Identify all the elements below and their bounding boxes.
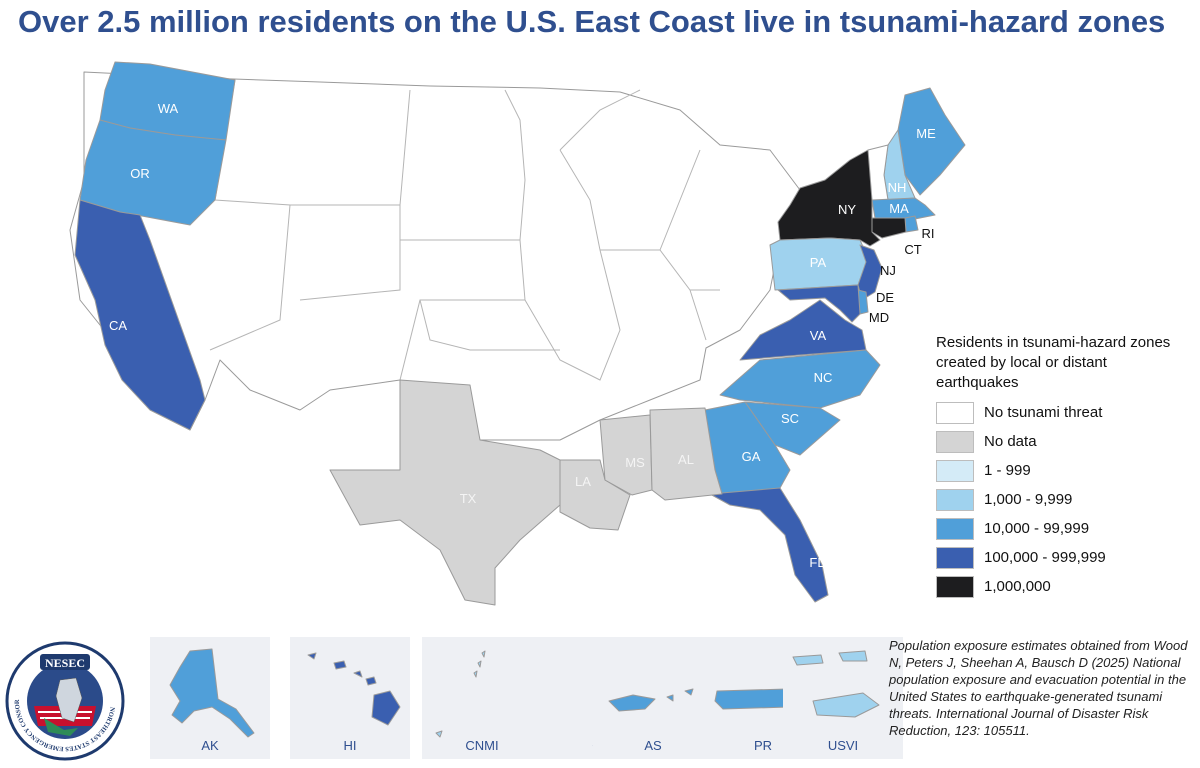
inset-label-pr: PR: [753, 738, 773, 753]
inset-label-hi: HI: [343, 738, 357, 753]
legend-label: 1 - 999: [984, 462, 1031, 479]
state-md: [777, 284, 861, 323]
legend-label: No data: [984, 433, 1037, 450]
inset-hi: HI: [290, 637, 410, 759]
legend-swatch: [936, 488, 974, 511]
legend-title: Residents in tsunami-hazard zones create…: [936, 334, 1171, 391]
state-label-fl: FL: [809, 555, 824, 570]
inset-ak: AK: [150, 637, 270, 759]
inset-as: AS: [593, 637, 713, 759]
legend-label: 1,000 - 9,999: [984, 491, 1073, 508]
us-choropleth-map: WA OR CA ME NH MA RI CT NY PA NJ DE MD V…: [69, 61, 966, 606]
legend-item: No data: [936, 427, 1176, 456]
inset-label-as: AS: [644, 738, 662, 753]
territory-usvi-shape: [792, 650, 880, 718]
state-label-la: LA: [575, 474, 591, 489]
state-label-md: MD: [869, 310, 889, 325]
legend-swatch: [936, 575, 974, 598]
legend-label: 100,000 - 999,999: [984, 549, 1106, 566]
legend-swatch: [936, 459, 974, 482]
inset-usvi: USVI: [783, 637, 903, 759]
legend-swatch: [936, 430, 974, 453]
state-label-tx: TX: [460, 491, 477, 506]
legend-item: 100,000 - 999,999: [936, 543, 1176, 572]
state-label-sc: SC: [781, 411, 799, 426]
map-title: Over 2.5 million residents on the U.S. E…: [18, 4, 1166, 39]
legend-item: No tsunami threat: [936, 398, 1176, 427]
state-label-me: ME: [916, 126, 936, 141]
territory-ak-shape: [169, 648, 255, 738]
legend-item: 1,000 - 9,999: [936, 485, 1176, 514]
state-me: [897, 87, 966, 196]
state-label-ca: CA: [109, 318, 127, 333]
state-ct: [871, 217, 907, 239]
legend-label: 10,000 - 99,999: [984, 520, 1090, 537]
inset-cnmi: CNMI: [422, 637, 542, 759]
state-lines-interior: [209, 79, 720, 381]
territory-as-shape: [608, 688, 694, 712]
state-nj: [857, 244, 883, 301]
state-label-va: VA: [810, 328, 827, 343]
state-nc: [719, 349, 881, 409]
territory-cnmi-shape: [435, 650, 486, 738]
state-label-ma: MA: [889, 201, 909, 216]
state-label-nh: NH: [888, 180, 907, 195]
inset-label-cnmi: CNMI: [465, 738, 499, 753]
state-label-ri: RI: [922, 226, 935, 241]
nesec-logo: NESEC NORTHEAST STATES EMERGENCY CONSORT…: [4, 640, 125, 761]
state-la: [559, 459, 631, 531]
state-label-ms: MS: [625, 455, 645, 470]
legend-item: 1 - 999: [936, 456, 1176, 485]
state-label-wa: WA: [158, 101, 179, 116]
state-al: [649, 407, 723, 501]
legend-swatch: [936, 401, 974, 424]
state-va: [739, 299, 867, 361]
state-fl: [709, 487, 829, 603]
state-ms: [599, 414, 653, 496]
inset-label-usvi: USVI: [827, 738, 859, 753]
legend-item: 10,000 - 99,999: [936, 514, 1176, 543]
state-label-ny: NY: [838, 202, 856, 217]
inset-label-ak: AK: [201, 738, 219, 753]
source-citation: Population exposure estimates obtained f…: [889, 638, 1188, 738]
state-or: [79, 119, 227, 226]
state-label-pa: PA: [810, 255, 827, 270]
legend-item: 1,000,000: [936, 572, 1176, 601]
state-label-or: OR: [130, 166, 150, 181]
state-label-nc: NC: [814, 370, 833, 385]
state-label-nj: NJ: [880, 263, 896, 278]
legend-label: No tsunami threat: [984, 404, 1103, 421]
state-label-de: DE: [876, 290, 894, 305]
territory-hi-shape: [307, 652, 401, 726]
legend-swatch: [936, 546, 974, 569]
state-tx: [329, 379, 561, 606]
state-ca: [74, 199, 206, 431]
state-label-ct: CT: [904, 242, 921, 257]
legend-swatch: [936, 517, 974, 540]
logo-text: NESEC: [45, 656, 85, 670]
legend-label: 1,000,000: [984, 578, 1051, 595]
map-legend: Residents in tsunami-hazard zones create…: [936, 333, 1176, 601]
state-label-ga: GA: [742, 449, 761, 464]
state-label-al: AL: [678, 452, 694, 467]
